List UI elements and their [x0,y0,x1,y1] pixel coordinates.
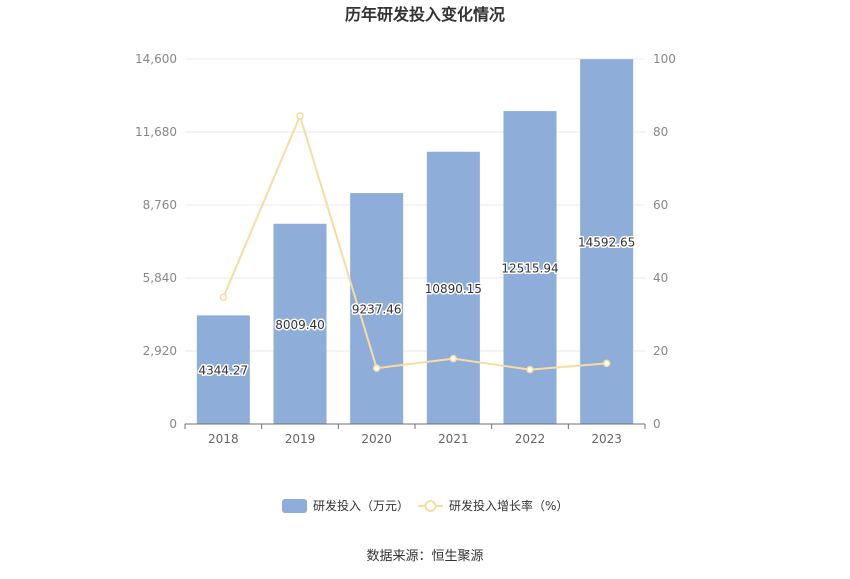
line-point [526,365,534,374]
bar [273,223,327,424]
y-right-tick-label: 60 [653,198,668,212]
y-right-tick-label: 100 [653,52,676,66]
line-point [449,354,458,363]
legend-swatch-marker [424,500,437,512]
bar-value-label: 8009.40 [275,318,325,332]
legend-label-line: 研发投入增长率（%） [449,498,568,513]
data-labels: 4344.27 8009.40 9237.46 10890.15 12515.94 145… [197,234,637,379]
y-right-tick-label: 20 [653,344,668,358]
growth-line [222,113,607,371]
chart-title: 历年研发投入变化情况 [345,5,505,24]
line-series [219,112,611,374]
bar-value-label: 14592.65 [578,236,635,250]
x-tick-label: 2018 [208,432,239,446]
legend-item-bar[interactable]: 研发投入（万元） [282,498,409,513]
y-left-tick-label: 0 [169,417,177,431]
y-left-tick-label: 11,680 [135,125,177,139]
bar-value-label: 10890.15 [425,282,482,296]
y-right-tick-label: 80 [653,125,668,139]
legend-label-bar: 研发投入（万元） [313,498,409,513]
y-left-tick-label: 14,600 [135,52,177,66]
y-right-tick-label: 0 [653,417,661,431]
x-tick-label: 2022 [515,432,546,446]
bar-value-label: 12515.94 [501,262,558,276]
x-tick-label: 2019 [285,432,316,446]
bar [196,315,250,424]
legend-swatch-bar [282,499,307,513]
legend[interactable]: 研发投入（万元） 研发投入增长率（%） [282,498,568,513]
y-axis-right: 0 20 40 60 80 100 [653,52,676,431]
bar-series [196,59,634,425]
line-point [372,364,381,372]
y-axis-left: 0 2,920 5,840 8,760 11,680 14,600 [135,52,177,431]
bar [426,151,480,424]
line-point [296,112,304,120]
x-tick-label: 2021 [438,432,469,446]
y-right-tick-label: 40 [653,271,668,285]
source-note: 数据来源：恒生聚源 [366,549,483,564]
grid-lines [185,58,645,352]
y-left-tick-label: 2,920 [143,344,177,358]
bar-value-label: 4344.27 [199,364,249,378]
y-left-tick-label: 8,760 [143,198,177,212]
line-point [219,293,228,302]
x-tick-label: 2023 [591,432,622,446]
legend-item-line[interactable]: 研发投入增长率（%） [418,498,568,513]
x-axis: 2018 2019 2020 2021 2022 2023 [184,423,646,446]
line-point [602,359,611,368]
bar-value-label: 9237.46 [352,303,402,317]
x-tick-label: 2020 [361,432,392,446]
y-left-tick-label: 5,840 [143,271,177,285]
